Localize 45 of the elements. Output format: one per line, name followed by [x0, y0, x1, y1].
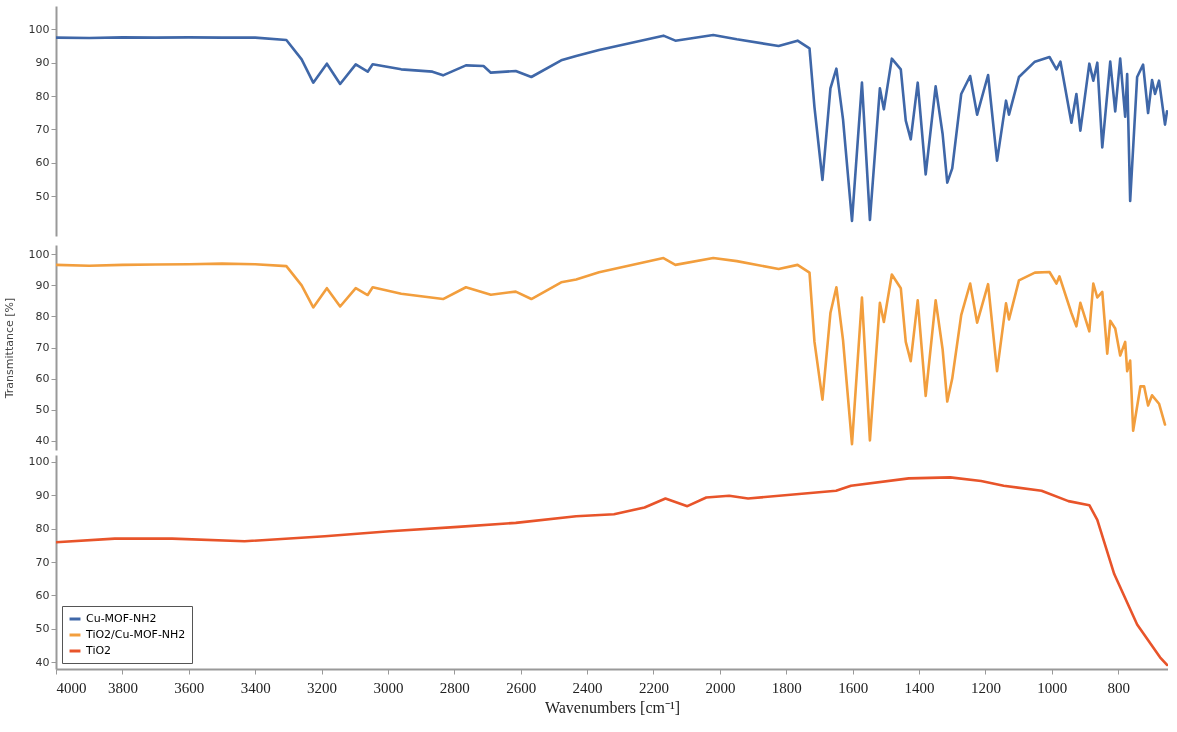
y-tick-label: 100: [28, 22, 50, 36]
x-tick-label: 3200: [307, 679, 338, 696]
y-tick-label: 70: [35, 122, 50, 136]
x-tick-label: 1000: [1037, 679, 1068, 696]
x-tick-label: 2200: [638, 679, 669, 696]
x-tick-label: 1400: [904, 679, 935, 696]
y-tick-label: 50: [35, 622, 50, 636]
y-tick-label: 70: [35, 341, 50, 354]
line-series: [56, 256, 1167, 446]
y-tick-label: 40: [35, 434, 50, 448]
y-tick-label: 100: [28, 455, 50, 469]
text: TiO2/Cu-MOF-NH2: [86, 628, 186, 641]
x-tick-label: 3400: [240, 679, 271, 696]
y-tick-label: 80: [35, 309, 50, 323]
x-tick-label: 1200: [970, 679, 1001, 696]
x-tick-label: 2000: [705, 679, 736, 696]
y-tick-label: 50: [35, 189, 50, 203]
y-tick-label: 60: [35, 372, 50, 386]
y-tick-label: 90: [35, 488, 50, 502]
x-tick-label: 3600: [174, 679, 205, 696]
y-tick-label: 40: [35, 655, 50, 669]
y-tick-label: 100: [28, 247, 50, 261]
y-tick-label: 70: [35, 555, 50, 569]
y-tick-label: 90: [35, 278, 50, 292]
x-tick-label: 1800: [771, 679, 802, 696]
x-axis-title: Wavenumbers [cm⁻¹]: [544, 698, 681, 716]
x-tick-label: 4000: [56, 679, 87, 696]
y-tick-label: 80: [35, 89, 50, 103]
y-axis-title: Transmittance [%]: [2, 297, 16, 400]
y-tick-label: 90: [35, 56, 50, 70]
x-tick-label: 2600: [506, 679, 537, 696]
x-tick-label: 3800: [107, 679, 138, 696]
x-tick-label: 3000: [373, 679, 404, 696]
x-tick-label: 800: [1107, 679, 1130, 696]
line-series: [56, 476, 1168, 667]
y-tick-label: 80: [35, 522, 50, 536]
y-tick-label: 50: [35, 403, 50, 417]
x-tick-label: 2800: [439, 679, 470, 696]
legend-label: TiO2: [85, 644, 112, 657]
x-tick-label: 1600: [838, 679, 869, 696]
text: Cu-MOF-NH2: [86, 612, 157, 625]
y-tick-label: 60: [35, 588, 50, 602]
y-tick-label: 60: [35, 156, 50, 170]
x-tick-label: 2400: [572, 679, 603, 696]
line-series: [56, 33, 1168, 223]
